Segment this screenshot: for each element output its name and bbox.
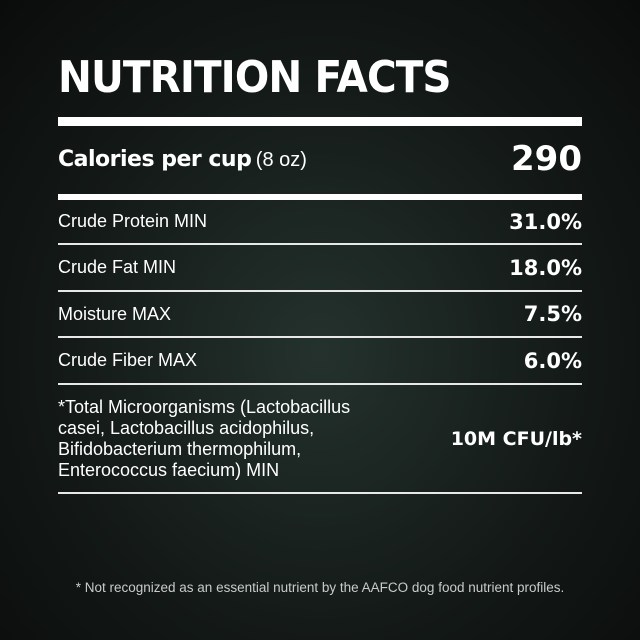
label-line: Bifidobacterium thermophilum, — [58, 439, 302, 459]
calories-label-text: Calories per cup — [58, 146, 252, 172]
divider — [58, 290, 582, 292]
nutrient-row: Crude Fat MIN 18.0% — [58, 245, 582, 290]
divider — [58, 336, 582, 338]
calories-row: Calories per cup (8 oz) 290 — [58, 134, 582, 184]
nutrient-label: Crude Fiber MAX — [58, 350, 198, 370]
nutrient-label: Crude Fat MIN — [58, 257, 177, 277]
nutrient-value: 7.5% — [523, 302, 582, 326]
label-line: *Total Microorganisms (Lactobacillus — [58, 397, 351, 417]
microorganisms-row: *Total Microorganisms (Lactobacillus cas… — [58, 393, 582, 485]
nutrient-value: 18.0% — [509, 255, 582, 280]
divider — [58, 492, 582, 494]
nutrient-label: Moisture MAX — [58, 303, 172, 324]
calories-unit: (8 oz) — [255, 148, 307, 171]
nutrient-row: Moisture MAX 7.5% — [58, 292, 582, 336]
nutrient-label: Crude Protein MIN — [58, 211, 208, 231]
microorganisms-value: 10M CFU/lb* — [450, 428, 582, 450]
page-title: NUTRITION FACTS — [58, 52, 452, 103]
nutrient-row: Crude Fiber MAX 6.0% — [58, 338, 582, 383]
divider-medium — [58, 194, 582, 200]
label-line: Enterococcus faecium) MIN — [58, 460, 280, 480]
calories-label: Calories per cup (8 oz) — [58, 147, 307, 172]
nutrient-value: 6.0% — [523, 348, 582, 373]
nutrient-row: Crude Protein MIN 31.0% — [58, 200, 582, 243]
divider — [58, 243, 582, 245]
label-line: casei, Lactobacillus acidophilus, — [58, 418, 315, 438]
divider — [58, 383, 582, 385]
divider-thick — [58, 117, 582, 126]
calories-value: 290 — [511, 139, 582, 179]
footnote: * Not recognized as an essential nutrien… — [75, 580, 565, 595]
nutrient-value: 31.0% — [509, 209, 582, 234]
microorganisms-label: *Total Microorganisms (Lactobacillus cas… — [58, 397, 350, 481]
